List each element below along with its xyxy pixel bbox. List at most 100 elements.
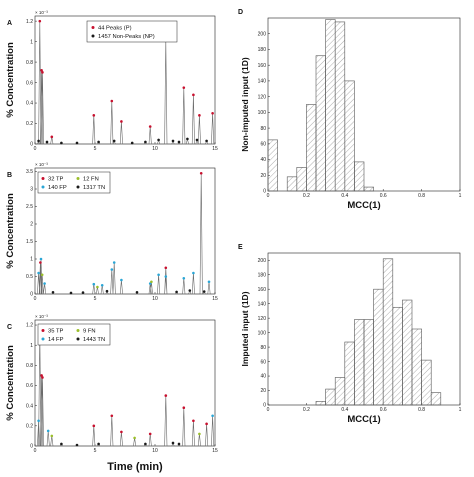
y-tick-label: 0.5: [26, 274, 33, 280]
x-tick-label: 10: [152, 146, 158, 152]
y-tick-label: 1.2: [26, 323, 33, 329]
histogram-bar: [430, 392, 442, 406]
tp-point: [41, 376, 44, 379]
y-tick-label: 0.2: [26, 424, 33, 430]
x-tick-label: 0.6: [380, 193, 387, 199]
x-tick-label: 15: [212, 146, 218, 152]
y-tick-label: 2.5: [26, 204, 33, 210]
x-tick-label: 0.8: [418, 193, 425, 199]
y-exponent-label: × 10⁻³: [35, 162, 48, 167]
legend-label: 14 FP: [48, 337, 64, 343]
x-tick-label: 10: [152, 448, 158, 454]
fn-point: [50, 434, 54, 438]
y-tick-label: 1: [30, 39, 33, 45]
tp-point: [182, 406, 186, 409]
fp-point: [182, 276, 186, 280]
y-tick-label: 100: [258, 110, 267, 116]
x-tick-label: 0.6: [380, 407, 387, 413]
fp-point: [211, 414, 214, 418]
peak-point: [50, 135, 54, 139]
panel-b: 0 5 10 15 0 0.5 1 1.5 2 2.5 3 3.5 B % Concentration × …: [5, 162, 218, 302]
y-tick-label: 0: [30, 444, 33, 450]
histogram-bar: [334, 377, 346, 406]
y-tick-label: 0: [30, 292, 33, 298]
histogram-bar: [354, 319, 365, 406]
nonpeak-point: [205, 139, 208, 143]
tp-point: [120, 430, 123, 434]
y-tick-label: 20: [260, 173, 266, 179]
panel-d: 0 0.2 0.4 0.6 0.8 1 0 20 40 60 80 100 120 140 160 180 20…: [238, 9, 462, 211]
x-tick-label: 0.8: [418, 407, 425, 413]
nonpeak-point: [112, 139, 116, 143]
x-tick-label: 15: [212, 448, 218, 454]
x-tick-label: 5: [94, 448, 97, 454]
tp-point: [40, 374, 43, 377]
legend-swatch: [76, 185, 80, 189]
y-tick-label: 1.5: [26, 239, 33, 245]
y-axis-label: % Concentration: [5, 193, 16, 269]
nonpeak-point: [144, 140, 147, 144]
peak-point: [148, 125, 152, 128]
fp-point: [37, 419, 40, 423]
legend-label: 9 FN: [83, 329, 96, 335]
fp-point: [112, 261, 116, 264]
y-axis-label: Imputed input (1D): [240, 291, 250, 366]
peak-point: [92, 114, 96, 117]
fp-point: [110, 268, 114, 271]
y-tick-label: 0.8: [26, 60, 33, 66]
tn-point: [175, 290, 178, 294]
y-tick-label: 120: [258, 316, 267, 322]
peak-point: [120, 120, 123, 123]
histogram-bar: [402, 299, 413, 406]
y-tick-label: 1: [30, 257, 33, 263]
legend-swatch: [76, 337, 80, 341]
tn-point: [51, 290, 55, 294]
fp-point: [164, 275, 168, 278]
panel-label: D: [238, 9, 243, 16]
tn-point: [81, 291, 85, 294]
y-tick-label: 40: [260, 157, 266, 163]
nonpeak-point: [37, 139, 40, 143]
y-tick-label: 80: [260, 345, 266, 351]
y-tick-label: 3: [30, 187, 33, 193]
panel-e: 0 0.2 0.4 0.6 0.8 1 0 20 40 60 80 100 120 140 160 180 20…: [238, 244, 462, 425]
y-tick-label: 0: [263, 189, 266, 195]
y-axis-label: % Concentration: [5, 345, 16, 421]
y-exponent-label: × 10⁻³: [35, 10, 48, 15]
y-exponent-label: × 10⁻³: [35, 314, 48, 319]
tn-point: [105, 289, 109, 293]
histogram-bar: [306, 104, 317, 192]
y-tick-label: 100: [258, 330, 267, 336]
peak-point: [40, 68, 43, 72]
legend-label: 1457 Non-Peaks (NP): [98, 34, 155, 40]
y-tick-label: 0.2: [26, 121, 33, 127]
fn-point: [150, 280, 153, 284]
tp-point: [164, 394, 168, 397]
peak-point: [38, 19, 42, 23]
legend-swatch: [41, 185, 45, 189]
fn-point: [40, 273, 44, 277]
panel-c: 0 5 10 15 0 0.2 0.4 0.6 0.8 1 1.2 C % Concentration ×…: [5, 314, 218, 454]
y-tick-label: 200: [258, 31, 267, 37]
legend-swatch-peak: [91, 26, 95, 29]
tp-point: [39, 261, 42, 264]
histogram-bar: [354, 161, 365, 192]
fp-point: [46, 429, 50, 433]
x-tick-label: 1: [459, 407, 462, 413]
histogram-bar: [411, 328, 422, 406]
x-tick-label: 0: [34, 448, 37, 454]
peak-point: [198, 114, 201, 117]
nonpeak-point: [186, 137, 189, 141]
tp-point: [205, 422, 208, 426]
x-tick-label: 0.4: [341, 407, 348, 413]
y-tick-label: 160: [258, 287, 267, 293]
fp-point: [157, 273, 160, 277]
x-tick-label: 0.2: [303, 407, 310, 413]
fp-point: [120, 278, 123, 282]
y-axis-label: % Concentration: [5, 42, 16, 118]
y-tick-label: 160: [258, 63, 267, 69]
peak-point: [211, 111, 214, 115]
tn-point: [177, 442, 181, 446]
tn-point: [144, 442, 147, 446]
x-tick-label: 5: [94, 146, 97, 152]
